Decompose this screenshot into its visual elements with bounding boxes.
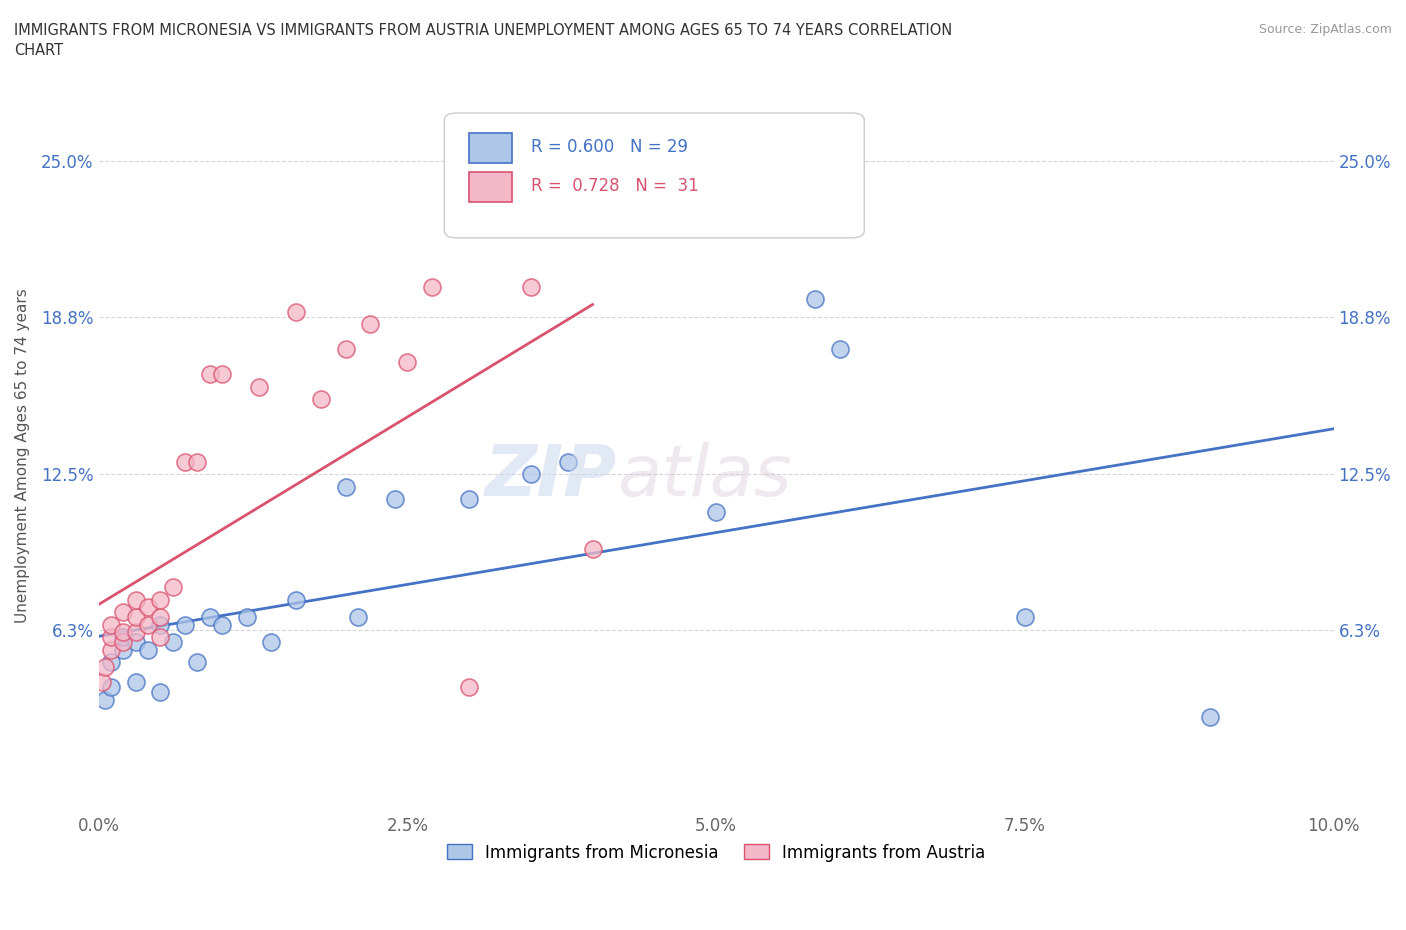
Point bbox=[162, 579, 184, 594]
Point bbox=[420, 279, 443, 294]
Point bbox=[396, 354, 419, 369]
Point bbox=[520, 467, 543, 482]
Point bbox=[94, 692, 117, 707]
Point bbox=[136, 643, 159, 658]
Point bbox=[384, 492, 406, 507]
Point bbox=[136, 600, 159, 615]
FancyBboxPatch shape bbox=[470, 133, 512, 163]
FancyBboxPatch shape bbox=[470, 172, 512, 202]
Point bbox=[112, 634, 135, 649]
Point bbox=[359, 316, 381, 331]
Point bbox=[335, 479, 357, 494]
Point bbox=[285, 304, 308, 319]
Point bbox=[186, 455, 208, 470]
Text: Source: ZipAtlas.com: Source: ZipAtlas.com bbox=[1258, 23, 1392, 36]
Point bbox=[198, 366, 221, 381]
Point bbox=[149, 592, 172, 607]
Point bbox=[247, 379, 270, 394]
Point bbox=[112, 604, 135, 619]
Point bbox=[149, 610, 172, 625]
Point bbox=[260, 634, 283, 649]
Point bbox=[520, 279, 543, 294]
Point bbox=[100, 680, 122, 695]
Text: R = 0.600   N = 29: R = 0.600 N = 29 bbox=[531, 139, 688, 156]
Point bbox=[285, 592, 308, 607]
Point bbox=[124, 625, 146, 640]
Point bbox=[94, 659, 117, 674]
Point bbox=[91, 675, 114, 690]
Text: IMMIGRANTS FROM MICRONESIA VS IMMIGRANTS FROM AUSTRIA UNEMPLOYMENT AMONG AGES 65: IMMIGRANTS FROM MICRONESIA VS IMMIGRANTS… bbox=[14, 23, 952, 58]
Point bbox=[335, 341, 357, 356]
Point bbox=[458, 492, 481, 507]
Point bbox=[100, 643, 122, 658]
Text: R =  0.728   N =  31: R = 0.728 N = 31 bbox=[531, 178, 699, 195]
Point bbox=[804, 292, 827, 307]
Point bbox=[100, 655, 122, 670]
Point bbox=[162, 634, 184, 649]
Point bbox=[236, 610, 259, 625]
Point bbox=[211, 618, 233, 632]
Point bbox=[149, 618, 172, 632]
Point bbox=[309, 392, 332, 406]
Y-axis label: Unemployment Among Ages 65 to 74 years: Unemployment Among Ages 65 to 74 years bbox=[15, 288, 30, 623]
FancyBboxPatch shape bbox=[444, 113, 865, 238]
Point bbox=[581, 542, 603, 557]
Point bbox=[704, 504, 727, 519]
Point bbox=[174, 455, 197, 470]
Text: ZIP: ZIP bbox=[485, 443, 617, 512]
Point bbox=[149, 630, 172, 644]
Point bbox=[347, 610, 370, 625]
Point bbox=[124, 610, 146, 625]
Text: atlas: atlas bbox=[617, 443, 792, 512]
Point bbox=[124, 675, 146, 690]
Point bbox=[112, 643, 135, 658]
Point bbox=[124, 634, 146, 649]
Point bbox=[112, 630, 135, 644]
Point bbox=[124, 592, 146, 607]
Point bbox=[557, 455, 579, 470]
Point bbox=[100, 618, 122, 632]
Point bbox=[458, 680, 481, 695]
Point bbox=[112, 625, 135, 640]
Legend: Immigrants from Micronesia, Immigrants from Austria: Immigrants from Micronesia, Immigrants f… bbox=[440, 837, 991, 869]
Point bbox=[211, 366, 233, 381]
Point bbox=[136, 618, 159, 632]
Point bbox=[149, 684, 172, 699]
Point bbox=[1199, 710, 1222, 724]
Point bbox=[100, 630, 122, 644]
Point bbox=[174, 618, 197, 632]
Point bbox=[186, 655, 208, 670]
Point bbox=[198, 610, 221, 625]
Point bbox=[1014, 610, 1036, 625]
Point bbox=[828, 341, 851, 356]
